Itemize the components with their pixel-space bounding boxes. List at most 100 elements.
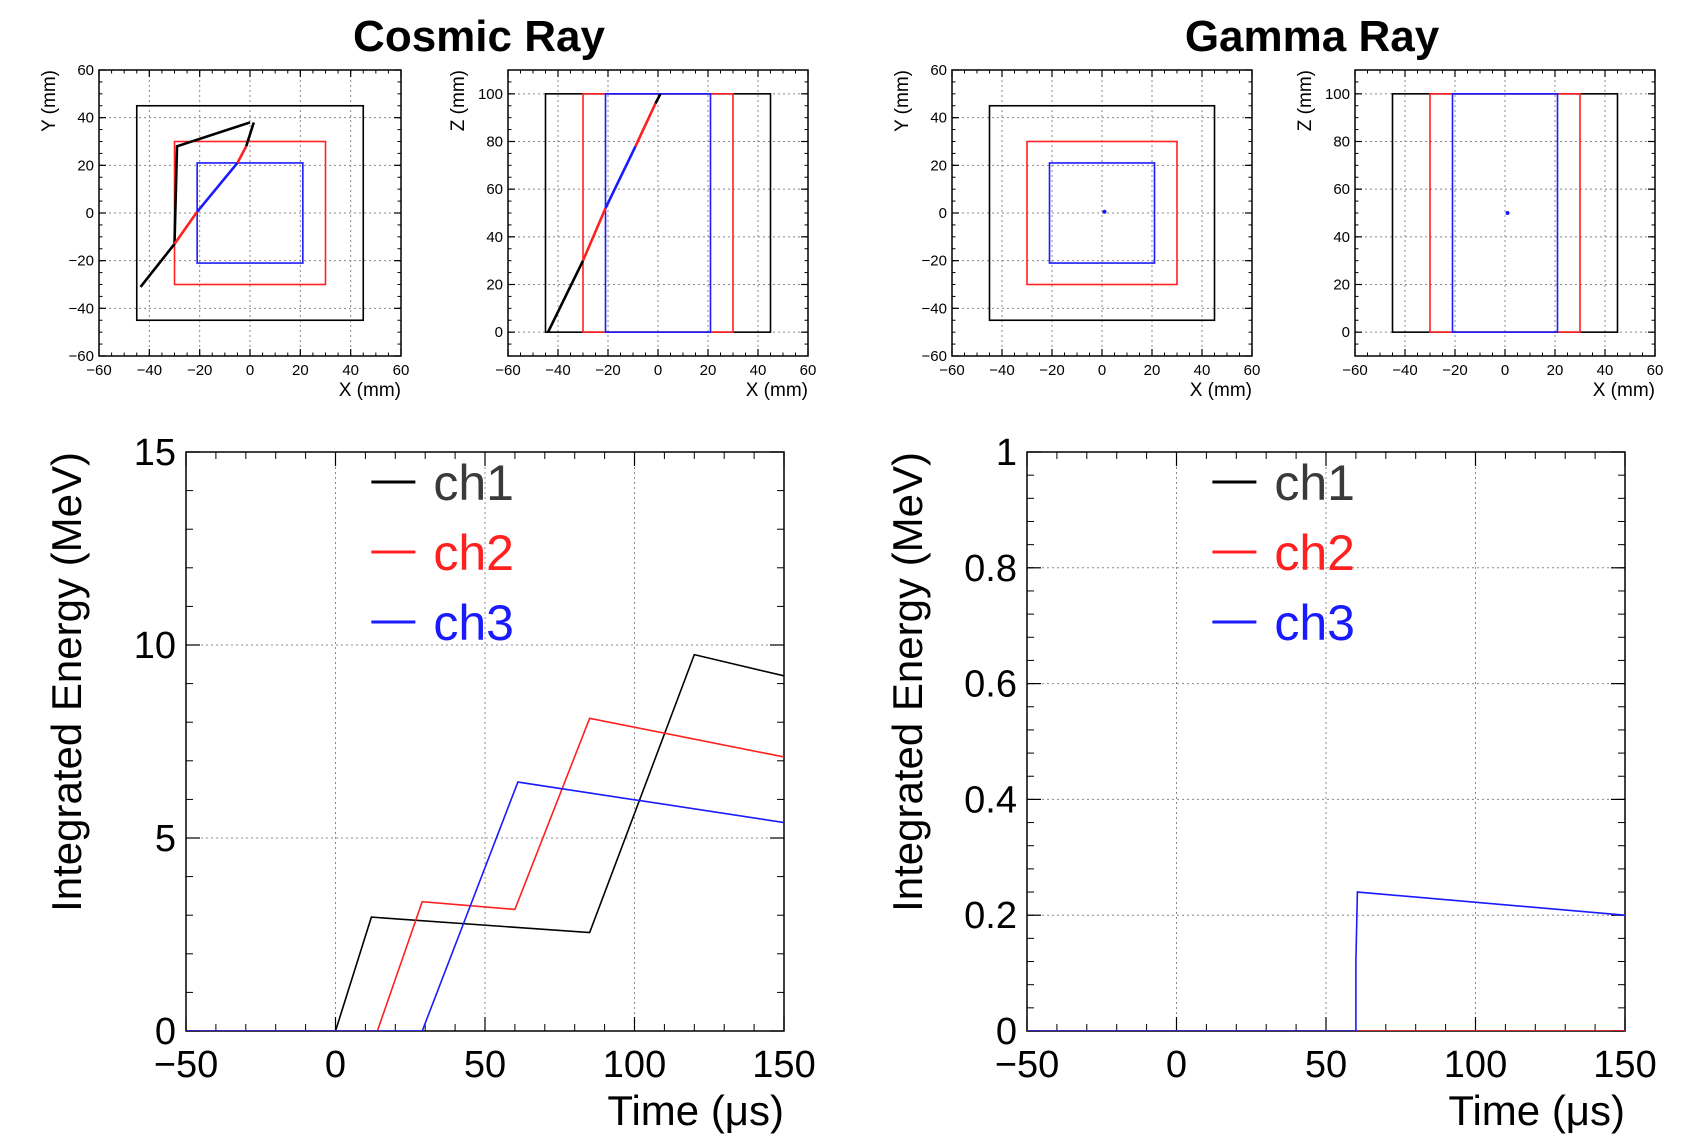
x-tick-label: −60	[1342, 362, 1367, 379]
legend-label-ch3: ch3	[1274, 595, 1355, 651]
series-line-track-ch3	[196, 162, 239, 213]
x-tick-label: −50	[995, 1044, 1059, 1086]
legend-label-ch2: ch2	[433, 525, 514, 581]
y-tick-label: 15	[134, 432, 176, 474]
y-tick-label: 0.6	[964, 664, 1017, 706]
x-tick-label: 100	[1444, 1044, 1507, 1086]
series-line-ch2	[186, 717, 784, 1031]
data-layer	[135, 104, 365, 322]
x-tick-label: 20	[700, 362, 717, 379]
series-line-track-ch2	[581, 207, 607, 262]
y-tick-label: 10	[134, 625, 176, 667]
y-tick-label: −60	[69, 348, 94, 365]
detector-outline-ch3	[1048, 162, 1156, 264]
title-cosmic-ray: Cosmic Ray	[353, 12, 605, 61]
x-tick-label: 60	[1647, 362, 1664, 379]
y-tick-label: 40	[930, 110, 947, 127]
x-tick-label: 0	[1098, 362, 1106, 379]
y-tick-label: 60	[930, 62, 947, 79]
y-tick-label: 60	[77, 62, 94, 79]
y-axis-label: Y (mm)	[39, 70, 60, 132]
title-gamma-ray: Gamma Ray	[1185, 12, 1440, 61]
y-tick-label: 0	[1342, 324, 1350, 341]
x-tick-label: 40	[1597, 362, 1614, 379]
x-tick-label: −60	[495, 362, 520, 379]
x-tick-label: 40	[342, 362, 359, 379]
plot-frame	[1354, 69, 1656, 357]
hit-point	[1505, 211, 1510, 215]
data-layer	[988, 104, 1216, 322]
y-tick-label: −20	[922, 253, 947, 270]
data-layer	[544, 93, 772, 333]
y-tick-label: 20	[930, 157, 947, 174]
hit-point	[1102, 209, 1107, 214]
plot-frame	[507, 69, 809, 357]
series-line-track-ch1b	[654, 93, 662, 104]
x-tick-label: 40	[1194, 362, 1211, 379]
x-tick-label: −20	[187, 362, 212, 379]
chart-gamma-xz: −60 −40 −20 0 20 40 60 0 20 40 60 80 100 X (mm) Z (mm)	[1295, 69, 1664, 401]
y-tick-label: 40	[1333, 229, 1350, 246]
x-tick-label: 0	[325, 1044, 346, 1086]
x-axis-label: Time (μs)	[607, 1087, 784, 1134]
y-tick-label: 0	[939, 205, 947, 222]
y-tick-label: 100	[478, 86, 503, 103]
series-line-ch3	[186, 781, 784, 1031]
y-tick-label: −40	[922, 300, 947, 317]
y-tick-label: 0.8	[964, 548, 1017, 590]
series-line-ch1	[186, 653, 784, 1031]
x-tick-label: −20	[1442, 362, 1467, 379]
legend-label-ch1: ch1	[433, 455, 514, 511]
series-line-track-ch2	[173, 211, 199, 245]
x-axis-label: Time (μs)	[1448, 1087, 1625, 1134]
x-tick-label: 50	[464, 1044, 506, 1086]
x-tick-label: −40	[989, 362, 1014, 379]
y-axis-label: Y (mm)	[892, 70, 913, 132]
y-tick-label: 0.2	[964, 895, 1017, 937]
x-axis-label: X (mm)	[1593, 380, 1655, 401]
series-line-track-ch1	[546, 260, 585, 333]
y-tick-label: −40	[69, 300, 94, 317]
x-tick-label: −50	[154, 1044, 218, 1086]
x-axis-label: X (mm)	[339, 380, 401, 401]
x-tick-label: 60	[393, 362, 410, 379]
detector-outline-ch1	[135, 104, 365, 322]
y-tick-label: 20	[1333, 277, 1350, 294]
x-tick-label: −40	[137, 362, 162, 379]
series-line-track-ch1	[139, 121, 251, 288]
x-tick-label: 60	[800, 362, 817, 379]
y-tick-label: 0	[495, 324, 503, 341]
y-axis-label: Z (mm)	[1295, 70, 1316, 131]
x-axis-label: X (mm)	[746, 380, 808, 401]
x-tick-label: 0	[1166, 1044, 1187, 1086]
y-tick-label: 40	[486, 229, 503, 246]
x-tick-label: 0	[246, 362, 254, 379]
legend-label-ch1: ch1	[1274, 455, 1355, 511]
x-tick-label: −60	[86, 362, 111, 379]
y-tick-label: 60	[1333, 181, 1350, 198]
x-tick-label: 40	[750, 362, 767, 379]
series-line-track-ch2b	[634, 102, 657, 147]
y-tick-label: 80	[1333, 134, 1350, 151]
x-tick-label: −60	[939, 362, 964, 379]
x-tick-label: 60	[1244, 362, 1261, 379]
x-tick-label: 150	[1593, 1044, 1656, 1086]
detector-outline-ch3	[1451, 93, 1559, 333]
y-tick-label: 0	[155, 1011, 176, 1053]
y-tick-label: −20	[69, 253, 94, 270]
detector-outline-ch1	[988, 104, 1216, 322]
y-tick-label: 0.4	[964, 779, 1017, 821]
y-tick-label: 60	[486, 181, 503, 198]
detector-outline-ch3	[604, 93, 712, 333]
x-tick-label: −20	[595, 362, 620, 379]
series-line-track-ch3	[604, 145, 637, 209]
x-tick-label: 20	[1547, 362, 1564, 379]
y-axis-label: Integrated Energy (MeV)	[884, 452, 931, 912]
y-tick-label: 20	[486, 277, 503, 294]
y-tick-label: 5	[155, 818, 176, 860]
series-line-track-ch2b	[236, 145, 248, 164]
y-tick-label: 20	[77, 157, 94, 174]
